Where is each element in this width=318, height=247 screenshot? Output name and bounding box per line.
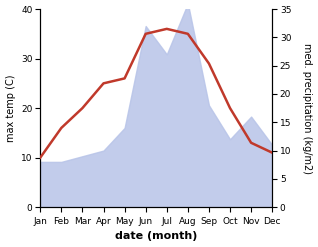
Y-axis label: max temp (C): max temp (C) xyxy=(5,74,16,142)
Y-axis label: med. precipitation (kg/m2): med. precipitation (kg/m2) xyxy=(302,43,313,174)
X-axis label: date (month): date (month) xyxy=(115,231,197,242)
